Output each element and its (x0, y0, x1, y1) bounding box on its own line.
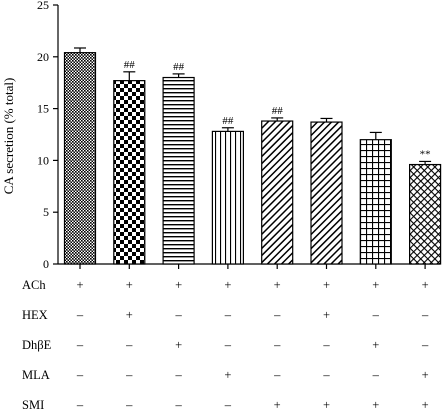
treatment-label: MLA (22, 368, 50, 382)
significance-mark: ## (222, 115, 234, 127)
treatment-sign: – (125, 338, 133, 352)
treatment-sign: – (224, 398, 232, 412)
treatment-sign: – (76, 398, 84, 412)
significance-mark: ## (173, 61, 185, 73)
treatment-sign: – (421, 338, 429, 352)
treatment-sign: + (126, 278, 133, 292)
treatment-sign: – (174, 368, 182, 382)
y-tick-label: 20 (37, 50, 49, 64)
treatment-sign: + (422, 368, 429, 382)
treatment-sign: + (126, 308, 133, 322)
treatment-sign: + (274, 398, 281, 412)
treatment-sign: – (322, 338, 330, 352)
treatment-label: HEX (22, 308, 48, 322)
treatment-sign: – (273, 308, 281, 322)
treatment-sign: – (125, 398, 133, 412)
bar (310, 121, 343, 265)
treatment-sign: + (372, 398, 379, 412)
bar (63, 52, 97, 265)
treatment-sign: + (372, 338, 379, 352)
bar (359, 139, 392, 265)
treatment-sign: – (224, 338, 232, 352)
bars (63, 52, 442, 265)
treatment-sign: – (372, 308, 380, 322)
treatment-sign: – (76, 338, 84, 352)
y-tick-label: 0 (43, 257, 49, 271)
y-tick-label: 25 (37, 0, 49, 12)
treatment-label: ACh (22, 278, 46, 292)
treatment-sign: – (174, 308, 182, 322)
treatment-sign: + (274, 278, 281, 292)
treatment-sign: + (372, 278, 379, 292)
treatment-sign: + (422, 398, 429, 412)
treatment-sign: + (76, 278, 83, 292)
y-axis-title: CA secretion (% total) (1, 78, 16, 195)
bar (211, 130, 244, 265)
treatment-table: ACh + + + + + + + + HEX – + – – – + – – DhβE – – + – – – + – MLA – – –… (22, 278, 429, 412)
treatment-sign: – (174, 398, 182, 412)
bar (261, 120, 294, 265)
treatment-sign: + (175, 338, 182, 352)
treatment-sign: – (76, 308, 84, 322)
treatment-sign: + (323, 308, 330, 322)
y-axis: 0 5 10 15 20 25 (37, 0, 59, 271)
treatment-label: DhβE (22, 338, 52, 352)
bar (409, 163, 442, 265)
treatment-sign: – (421, 308, 429, 322)
significance-mark: ** (420, 148, 431, 160)
treatment-sign: + (175, 278, 182, 292)
treatment-sign: – (273, 368, 281, 382)
treatment-sign: + (224, 368, 231, 382)
treatment-sign: – (125, 368, 133, 382)
treatment-sign: – (372, 368, 380, 382)
treatment-sign: – (76, 368, 84, 382)
treatment-sign: – (224, 308, 232, 322)
bar (113, 80, 146, 265)
treatment-sign: + (422, 278, 429, 292)
treatment-sign: + (323, 278, 330, 292)
x-axis (58, 263, 440, 269)
significance-annotations: ## ## ## ## ** (124, 59, 431, 161)
significance-mark: ## (124, 59, 136, 71)
y-tick-label: 5 (43, 205, 49, 219)
significance-mark: ## (272, 105, 284, 117)
treatment-sign: – (322, 368, 330, 382)
error-bars (74, 47, 432, 165)
treatment-sign: – (273, 338, 281, 352)
treatment-sign: + (224, 278, 231, 292)
treatment-sign: + (323, 398, 330, 412)
y-tick-label: 10 (37, 153, 49, 167)
treatment-label: SMI (22, 398, 44, 412)
bar (162, 76, 195, 265)
y-tick-label: 15 (37, 102, 49, 116)
